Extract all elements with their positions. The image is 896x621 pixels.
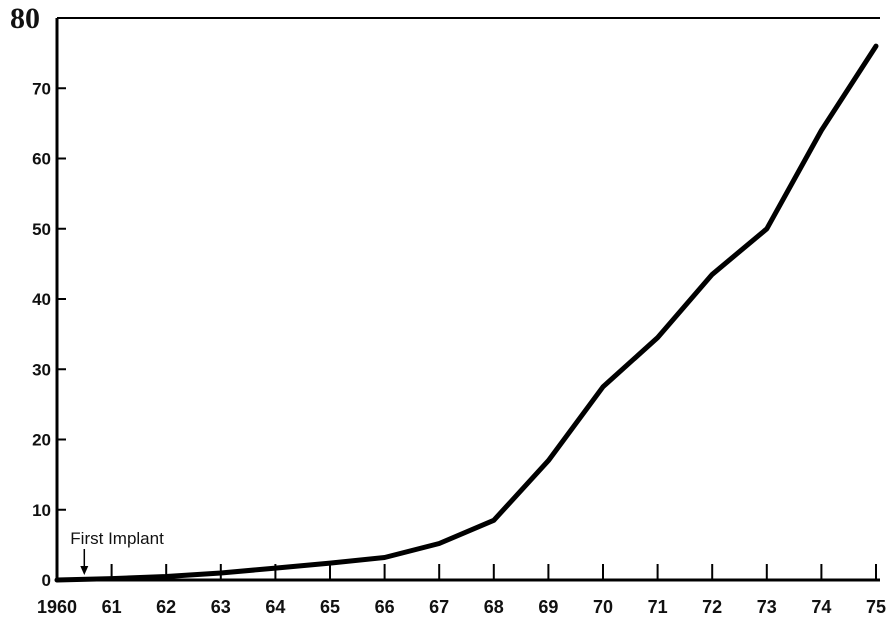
y-tick-label: 70 bbox=[32, 79, 51, 98]
x-tick-label: 75 bbox=[866, 597, 886, 617]
x-tick-label: 66 bbox=[375, 597, 395, 617]
y-tick-label: 30 bbox=[32, 360, 51, 379]
x-tick-label: 65 bbox=[320, 597, 340, 617]
y-tick-label: 10 bbox=[32, 501, 51, 520]
x-tick-label: 72 bbox=[702, 597, 722, 617]
x-tick-label: 70 bbox=[593, 597, 613, 617]
series-line bbox=[54, 43, 879, 583]
y-tick-label: 40 bbox=[32, 290, 51, 309]
x-tick-label: 67 bbox=[429, 597, 449, 617]
x-tick-label: 74 bbox=[811, 597, 831, 617]
x-tick-label: 73 bbox=[757, 597, 777, 617]
x-tick-label: 62 bbox=[156, 597, 176, 617]
axes bbox=[55, 17, 880, 582]
y-top-label: 80 bbox=[10, 2, 40, 35]
x-tick-label: 64 bbox=[265, 597, 285, 617]
x-tick-label: 68 bbox=[484, 597, 504, 617]
x-tick-label: 63 bbox=[211, 597, 231, 617]
x-tick-label: 71 bbox=[648, 597, 668, 617]
annotation-label: First Implant bbox=[70, 529, 164, 548]
x-tick-label: 69 bbox=[538, 597, 558, 617]
y-tick-label: 20 bbox=[32, 431, 51, 450]
x-tick-label: 1960 bbox=[37, 597, 77, 617]
y-ticks: 0 10 20 30 40 50 60 70 bbox=[32, 79, 66, 590]
x-ticks: 1960 61 62 63 64 65 66 67 68 69 70 71 72 73 74 75 bbox=[37, 564, 886, 617]
x-tick-label: 61 bbox=[102, 597, 122, 617]
y-tick-label: 0 bbox=[42, 571, 51, 590]
y-tick-label: 50 bbox=[32, 220, 51, 239]
y-tick-label: 60 bbox=[32, 150, 51, 169]
annotations: First Implant bbox=[70, 529, 164, 575]
annotation-arrow-head bbox=[80, 566, 89, 575]
